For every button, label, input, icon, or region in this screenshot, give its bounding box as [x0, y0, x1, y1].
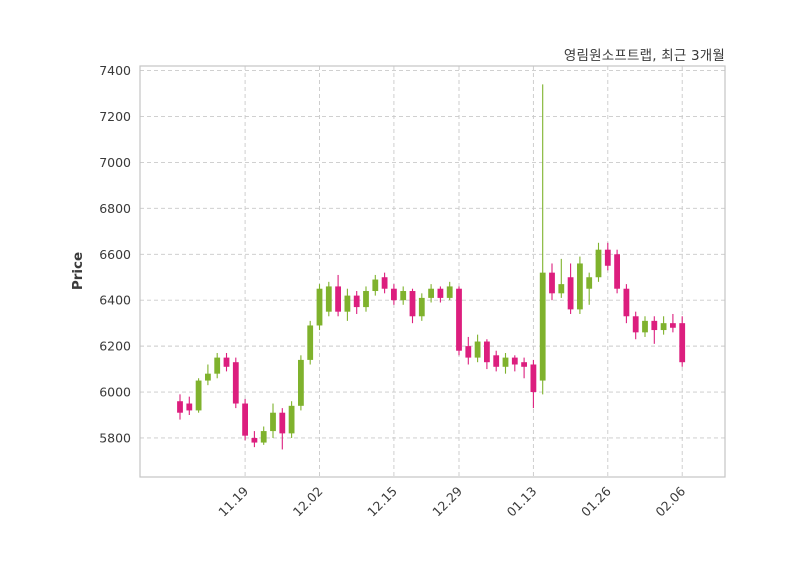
candle-body-down: [381, 277, 388, 289]
x-tick-label: 02.06: [652, 483, 688, 519]
y-tick-label: 6000: [99, 385, 131, 400]
candle-body-down: [670, 323, 676, 328]
candle-body-up: [325, 286, 332, 312]
candle-body-down: [465, 346, 472, 358]
candle-body-down: [335, 286, 341, 312]
candle-body-up: [400, 291, 407, 301]
candle-body-down: [623, 288, 630, 317]
candle-body-down: [511, 357, 518, 365]
y-axis-label: Price: [70, 251, 86, 291]
candle-body-down: [456, 288, 462, 351]
candle-body-up: [344, 295, 351, 312]
candle-body-up: [270, 412, 276, 432]
candle-body-up: [446, 286, 453, 298]
x-tick-label: 01.13: [504, 484, 540, 520]
candle-body-up: [586, 277, 593, 289]
candle-body-down: [223, 357, 230, 367]
candle-body-up: [307, 325, 314, 360]
candle-body-down: [353, 295, 360, 308]
candle-body-down: [437, 288, 444, 298]
candle-body-up: [577, 263, 583, 310]
candle-body-down: [232, 362, 239, 404]
candle-body-up: [539, 272, 546, 381]
candle-body-down: [242, 403, 248, 436]
candle-body-up: [288, 405, 295, 434]
plot-frame: [139, 65, 726, 478]
candle-body-down: [604, 249, 611, 266]
candle-body-up: [595, 249, 602, 278]
candle-body-down: [530, 364, 537, 393]
x-tick-label: 01.26: [578, 483, 614, 519]
y-tick-label: 6400: [99, 293, 131, 308]
candle-body-down: [251, 437, 258, 443]
y-tick-label: 7200: [99, 109, 131, 124]
candle-body-up: [418, 297, 425, 317]
candle-body-down: [632, 316, 639, 333]
candle-body-up: [660, 323, 667, 331]
x-tick-label: 12.15: [364, 484, 400, 520]
candle-body-down: [651, 320, 658, 331]
candle-body-up: [558, 284, 565, 294]
candle-body-down: [391, 288, 397, 301]
y-tick-label: 6800: [99, 201, 131, 216]
candle-body-up: [195, 380, 202, 411]
candle-body-down: [679, 323, 686, 363]
candle-body-down: [567, 277, 574, 310]
candle-body-down: [521, 362, 527, 367]
candle-body-down: [186, 403, 193, 411]
x-tick-label: 12.02: [290, 484, 326, 520]
candle-body-down: [484, 341, 490, 363]
y-tick-label: 7400: [99, 63, 131, 78]
candle-body-up: [363, 291, 369, 308]
candle-body-down: [614, 254, 620, 289]
candle-body-up: [298, 359, 304, 406]
candle-body-up: [372, 279, 379, 292]
x-tick-label: 12.29: [429, 483, 465, 519]
candle-body-up: [260, 431, 267, 443]
candle-body-up: [474, 341, 481, 358]
candle-body-down: [409, 291, 416, 317]
chart-title: 영림원소프트랩, 최근 3개월: [563, 48, 725, 64]
y-tick-label: 6600: [99, 247, 131, 262]
candle-body-up: [214, 357, 221, 374]
candle-body-down: [493, 355, 500, 367]
y-tick-label: 5800: [99, 430, 131, 445]
candle-body-up: [205, 373, 211, 381]
candle-body-down: [279, 412, 286, 434]
y-tick-label: 6200: [99, 339, 131, 354]
candle-body-up: [316, 288, 323, 326]
y-tick-label: 7000: [99, 155, 131, 170]
candle-body-down: [549, 272, 555, 294]
candle-body-up: [642, 320, 648, 333]
candle-body-up: [502, 357, 509, 367]
x-tick-label: 11.19: [215, 483, 251, 519]
candle-body-down: [177, 401, 183, 413]
candle-body-up: [428, 288, 434, 298]
